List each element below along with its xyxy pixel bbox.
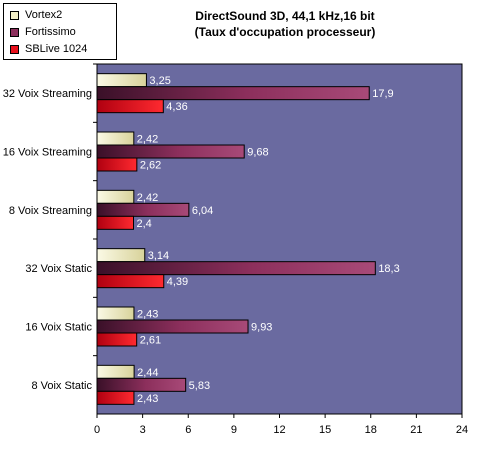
chart-title: DirectSound 3D, 44,1 kHz,16 bit bbox=[195, 9, 375, 23]
bar-vortex2-32-voix-static bbox=[96, 248, 146, 263]
category-label-32-voix-streaming: 32 Voix Streaming bbox=[3, 88, 92, 100]
bar-vortex2-32-voix-streaming bbox=[96, 73, 147, 88]
plot-area bbox=[96, 63, 463, 415]
value-label-sblive-1024-8-voix-streaming: 2,4 bbox=[137, 218, 152, 230]
value-label-fortissimo-32-voix-static: 18,3 bbox=[378, 263, 399, 275]
value-label-sblive-1024-8-voix-static: 2,43 bbox=[137, 393, 158, 405]
legend-swatch-vortex2 bbox=[10, 10, 19, 20]
bar-sblive-1024-16-voix-static bbox=[96, 332, 138, 347]
x-tick-label-6: 6 bbox=[185, 424, 191, 436]
value-label-vortex2-8-voix-static: 2,44 bbox=[137, 367, 158, 379]
value-label-vortex2-16-voix-static: 2,43 bbox=[137, 309, 158, 321]
value-label-fortissimo-8-voix-static: 5,83 bbox=[189, 380, 210, 392]
x-tick-label-0: 0 bbox=[94, 424, 100, 436]
category-label-8-voix-static: 8 Voix Static bbox=[31, 380, 92, 392]
category-label-32-voix-static: 32 Voix Static bbox=[25, 263, 92, 275]
value-label-fortissimo-16-voix-static: 9,93 bbox=[251, 322, 272, 334]
x-tick-label-3: 3 bbox=[140, 424, 146, 436]
legend-item-sblive: SBLive 1024 bbox=[10, 42, 87, 56]
x-tick-label-15: 15 bbox=[319, 424, 331, 436]
chart-title-block: DirectSound 3D, 44,1 kHz,16 bit (Taux d'… bbox=[160, 8, 410, 40]
bar-vortex2-8-voix-streaming bbox=[96, 189, 135, 204]
value-label-sblive-1024-16-voix-streaming: 2,62 bbox=[140, 160, 161, 172]
axis-layer: 32 Voix Streaming 16 Voix Streaming 8 Voix… bbox=[3, 63, 468, 436]
bar-sblive-1024-32-voix-streaming bbox=[96, 99, 164, 114]
x-tick-label-21: 21 bbox=[410, 424, 422, 436]
legend-label-fortissimo: Fortissimo bbox=[25, 26, 76, 38]
bar-fortissimo-32-voix-static bbox=[96, 261, 376, 276]
category-label-16-voix-streaming: 16 Voix Streaming bbox=[3, 147, 92, 159]
bar-fortissimo-32-voix-streaming bbox=[96, 86, 370, 101]
bar-sblive-1024-16-voix-streaming bbox=[96, 157, 138, 172]
bar-vortex2-16-voix-streaming bbox=[96, 131, 135, 146]
x-tick-label-24: 24 bbox=[456, 424, 468, 436]
value-label-sblive-1024-16-voix-static: 2,61 bbox=[140, 335, 161, 347]
value-label-fortissimo-32-voix-streaming: 17,9 bbox=[372, 88, 393, 100]
bar-sblive-1024-8-voix-streaming bbox=[96, 215, 134, 230]
category-label-16-voix-static: 16 Voix Static bbox=[25, 322, 92, 334]
x-tick-label-9: 9 bbox=[231, 424, 237, 436]
x-tick-label-18: 18 bbox=[365, 424, 377, 436]
value-label-vortex2-32-voix-streaming: 3,25 bbox=[149, 75, 170, 87]
value-label-fortissimo-8-voix-streaming: 6,04 bbox=[192, 205, 213, 217]
bar-vortex2-8-voix-static bbox=[96, 364, 135, 379]
legend-label-vortex2: Vortex2 bbox=[25, 9, 63, 21]
chart-subtitle: (Taux d'occupation processeur) bbox=[194, 25, 376, 39]
bar-fortissimo-16-voix-static bbox=[96, 319, 249, 334]
legend: Vortex2 Fortissimo SBLive 1024 bbox=[3, 3, 117, 60]
legend-label-sblive: SBLive 1024 bbox=[25, 43, 88, 55]
category-label-8-voix-streaming: 8 Voix Streaming bbox=[9, 205, 92, 217]
legend-item-vortex2: Vortex2 bbox=[10, 8, 62, 22]
bar-fortissimo-8-voix-streaming bbox=[96, 202, 190, 217]
bar-fortissimo-8-voix-static bbox=[96, 377, 187, 392]
value-label-sblive-1024-32-voix-static: 4,39 bbox=[167, 276, 188, 288]
x-tick-label-12: 12 bbox=[273, 424, 285, 436]
value-label-sblive-1024-32-voix-streaming: 4,36 bbox=[166, 101, 187, 113]
bar-sblive-1024-8-voix-static bbox=[96, 390, 135, 405]
legend-swatch-fortissimo bbox=[10, 27, 19, 37]
bar-vortex2-16-voix-static bbox=[96, 306, 135, 321]
value-labels-layer: 3,25 17,9 4,36 2,42 9,68 2,62 2,42 6,04 2,4 3,14 1… bbox=[137, 75, 400, 405]
value-label-vortex2-16-voix-streaming: 2,42 bbox=[137, 134, 158, 146]
value-label-fortissimo-16-voix-streaming: 9,68 bbox=[247, 147, 268, 159]
legend-item-fortissimo: Fortissimo bbox=[10, 25, 76, 39]
bars-layer bbox=[96, 73, 376, 405]
value-label-vortex2-8-voix-streaming: 2,42 bbox=[137, 192, 158, 204]
bar-sblive-1024-32-voix-static bbox=[96, 274, 165, 289]
value-label-vortex2-32-voix-static: 3,14 bbox=[148, 250, 169, 262]
legend-swatch-sblive bbox=[10, 44, 19, 54]
bar-fortissimo-16-voix-streaming bbox=[96, 144, 245, 159]
